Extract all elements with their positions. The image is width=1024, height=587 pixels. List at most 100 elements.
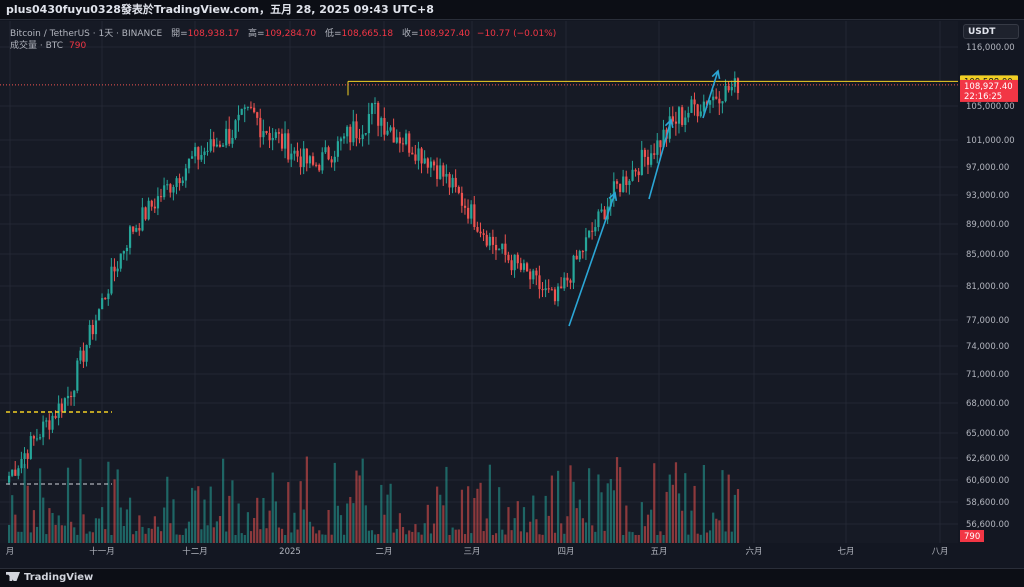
volume-bar [104, 529, 107, 543]
candle-body [445, 174, 448, 177]
candle-body [417, 148, 420, 161]
candle-body [383, 118, 386, 135]
volume-bar [70, 521, 73, 543]
candle-body [128, 226, 132, 248]
candle-body [318, 164, 321, 171]
candle-body [79, 350, 82, 361]
volume-bar [60, 525, 63, 543]
candle-body [299, 156, 302, 168]
volume-bar [63, 525, 67, 543]
candle-body [643, 149, 647, 157]
candle-body [355, 121, 358, 139]
candle-body [578, 251, 581, 260]
candle-body [628, 180, 631, 186]
volume-bar [532, 495, 535, 543]
candle-body [547, 288, 550, 290]
volume-bar [159, 531, 163, 543]
candle-body [467, 207, 470, 219]
time-tick-label: 六月 [745, 546, 762, 557]
currency-button[interactable]: USDT [963, 24, 1019, 39]
candle-body [76, 360, 79, 391]
candle-body [315, 164, 318, 166]
candle-body [439, 165, 442, 179]
volume-bar [417, 532, 420, 543]
candle-body [110, 266, 113, 294]
candle-body [305, 148, 308, 164]
candle-body [311, 156, 315, 165]
volume-bar [370, 530, 374, 543]
volume-bar [246, 512, 250, 543]
countdown-tag: 22:16:25 [964, 92, 1002, 102]
candle-body [693, 99, 696, 105]
candle-body [625, 176, 628, 186]
price-tick-label: 56,600.00 [966, 520, 1009, 530]
close-label: 收= [401, 29, 419, 39]
volume-bar [653, 463, 656, 543]
chart-header: plus0430fuyu0328發表於TradingView.com，五月 28… [0, 0, 1024, 20]
candle-body [132, 226, 135, 232]
price-tick-label: 65,000.00 [966, 429, 1009, 439]
candle-body [612, 181, 616, 199]
volume-bar [150, 528, 153, 543]
volume-bar [445, 466, 448, 543]
time-tick-label: 七月 [837, 547, 854, 557]
volume-bar [187, 521, 191, 543]
volume-bar [39, 468, 42, 543]
candle-body [20, 458, 23, 469]
candle-body [470, 204, 473, 219]
candle-body [405, 133, 408, 145]
volume-bar [277, 527, 281, 543]
candle-body [290, 153, 293, 160]
candle-body [389, 127, 392, 131]
volume-bar [516, 501, 519, 543]
candle-body [222, 145, 225, 147]
low-value: 108,665.18 [341, 29, 394, 39]
candle-body [436, 165, 439, 179]
candle-body [479, 231, 482, 234]
candle-body [563, 277, 566, 289]
volume-bar [436, 486, 439, 543]
volume-bar [687, 534, 690, 543]
time-tick-label: 2025 [279, 547, 301, 557]
candle-body [274, 132, 277, 138]
candle-body [26, 453, 29, 459]
volume-bar [584, 522, 588, 543]
grid-lines [0, 21, 958, 543]
time-tick-label: 三月 [463, 547, 480, 557]
candle-body [619, 183, 622, 193]
volume-bar [358, 475, 361, 543]
candle-body [262, 131, 265, 138]
volume-label[interactable]: 成交量 · BTC [10, 41, 64, 51]
volume-bar [432, 523, 436, 543]
candle-body [302, 148, 305, 168]
candle-body [150, 200, 153, 207]
volume-bar [535, 519, 538, 543]
volume-bar [603, 530, 606, 543]
price-tick-label: 89,000.00 [966, 220, 1009, 230]
volume-value: 790 [69, 41, 87, 51]
chart-pane[interactable] [0, 21, 958, 543]
volume-bar [504, 534, 507, 543]
candle-body [14, 469, 17, 476]
high-label: 高= [248, 29, 265, 39]
candle-body [243, 107, 246, 109]
candle-body [457, 186, 460, 193]
candlesticks [8, 71, 740, 485]
volume-bar [268, 510, 271, 543]
candle-body [513, 254, 516, 271]
header-title: plus0430fuyu0328發表於TradingView.com，五月 28… [6, 3, 434, 16]
symbol-label[interactable]: Bitcoin / TetherUS · 1天 · BINANCE [10, 29, 163, 39]
candle-body [163, 185, 166, 198]
volume-bar [178, 534, 181, 543]
candle-body [584, 237, 588, 252]
candle-body [501, 243, 504, 250]
volume-bar [727, 474, 730, 543]
volume-bar [712, 512, 715, 543]
volume-bar [243, 534, 246, 543]
candle-body [215, 144, 219, 147]
candle-body [125, 247, 129, 252]
volume-bar [662, 534, 665, 543]
trend-arrow-head [711, 69, 721, 80]
tradingview-logo[interactable]: TradingView [6, 572, 93, 583]
